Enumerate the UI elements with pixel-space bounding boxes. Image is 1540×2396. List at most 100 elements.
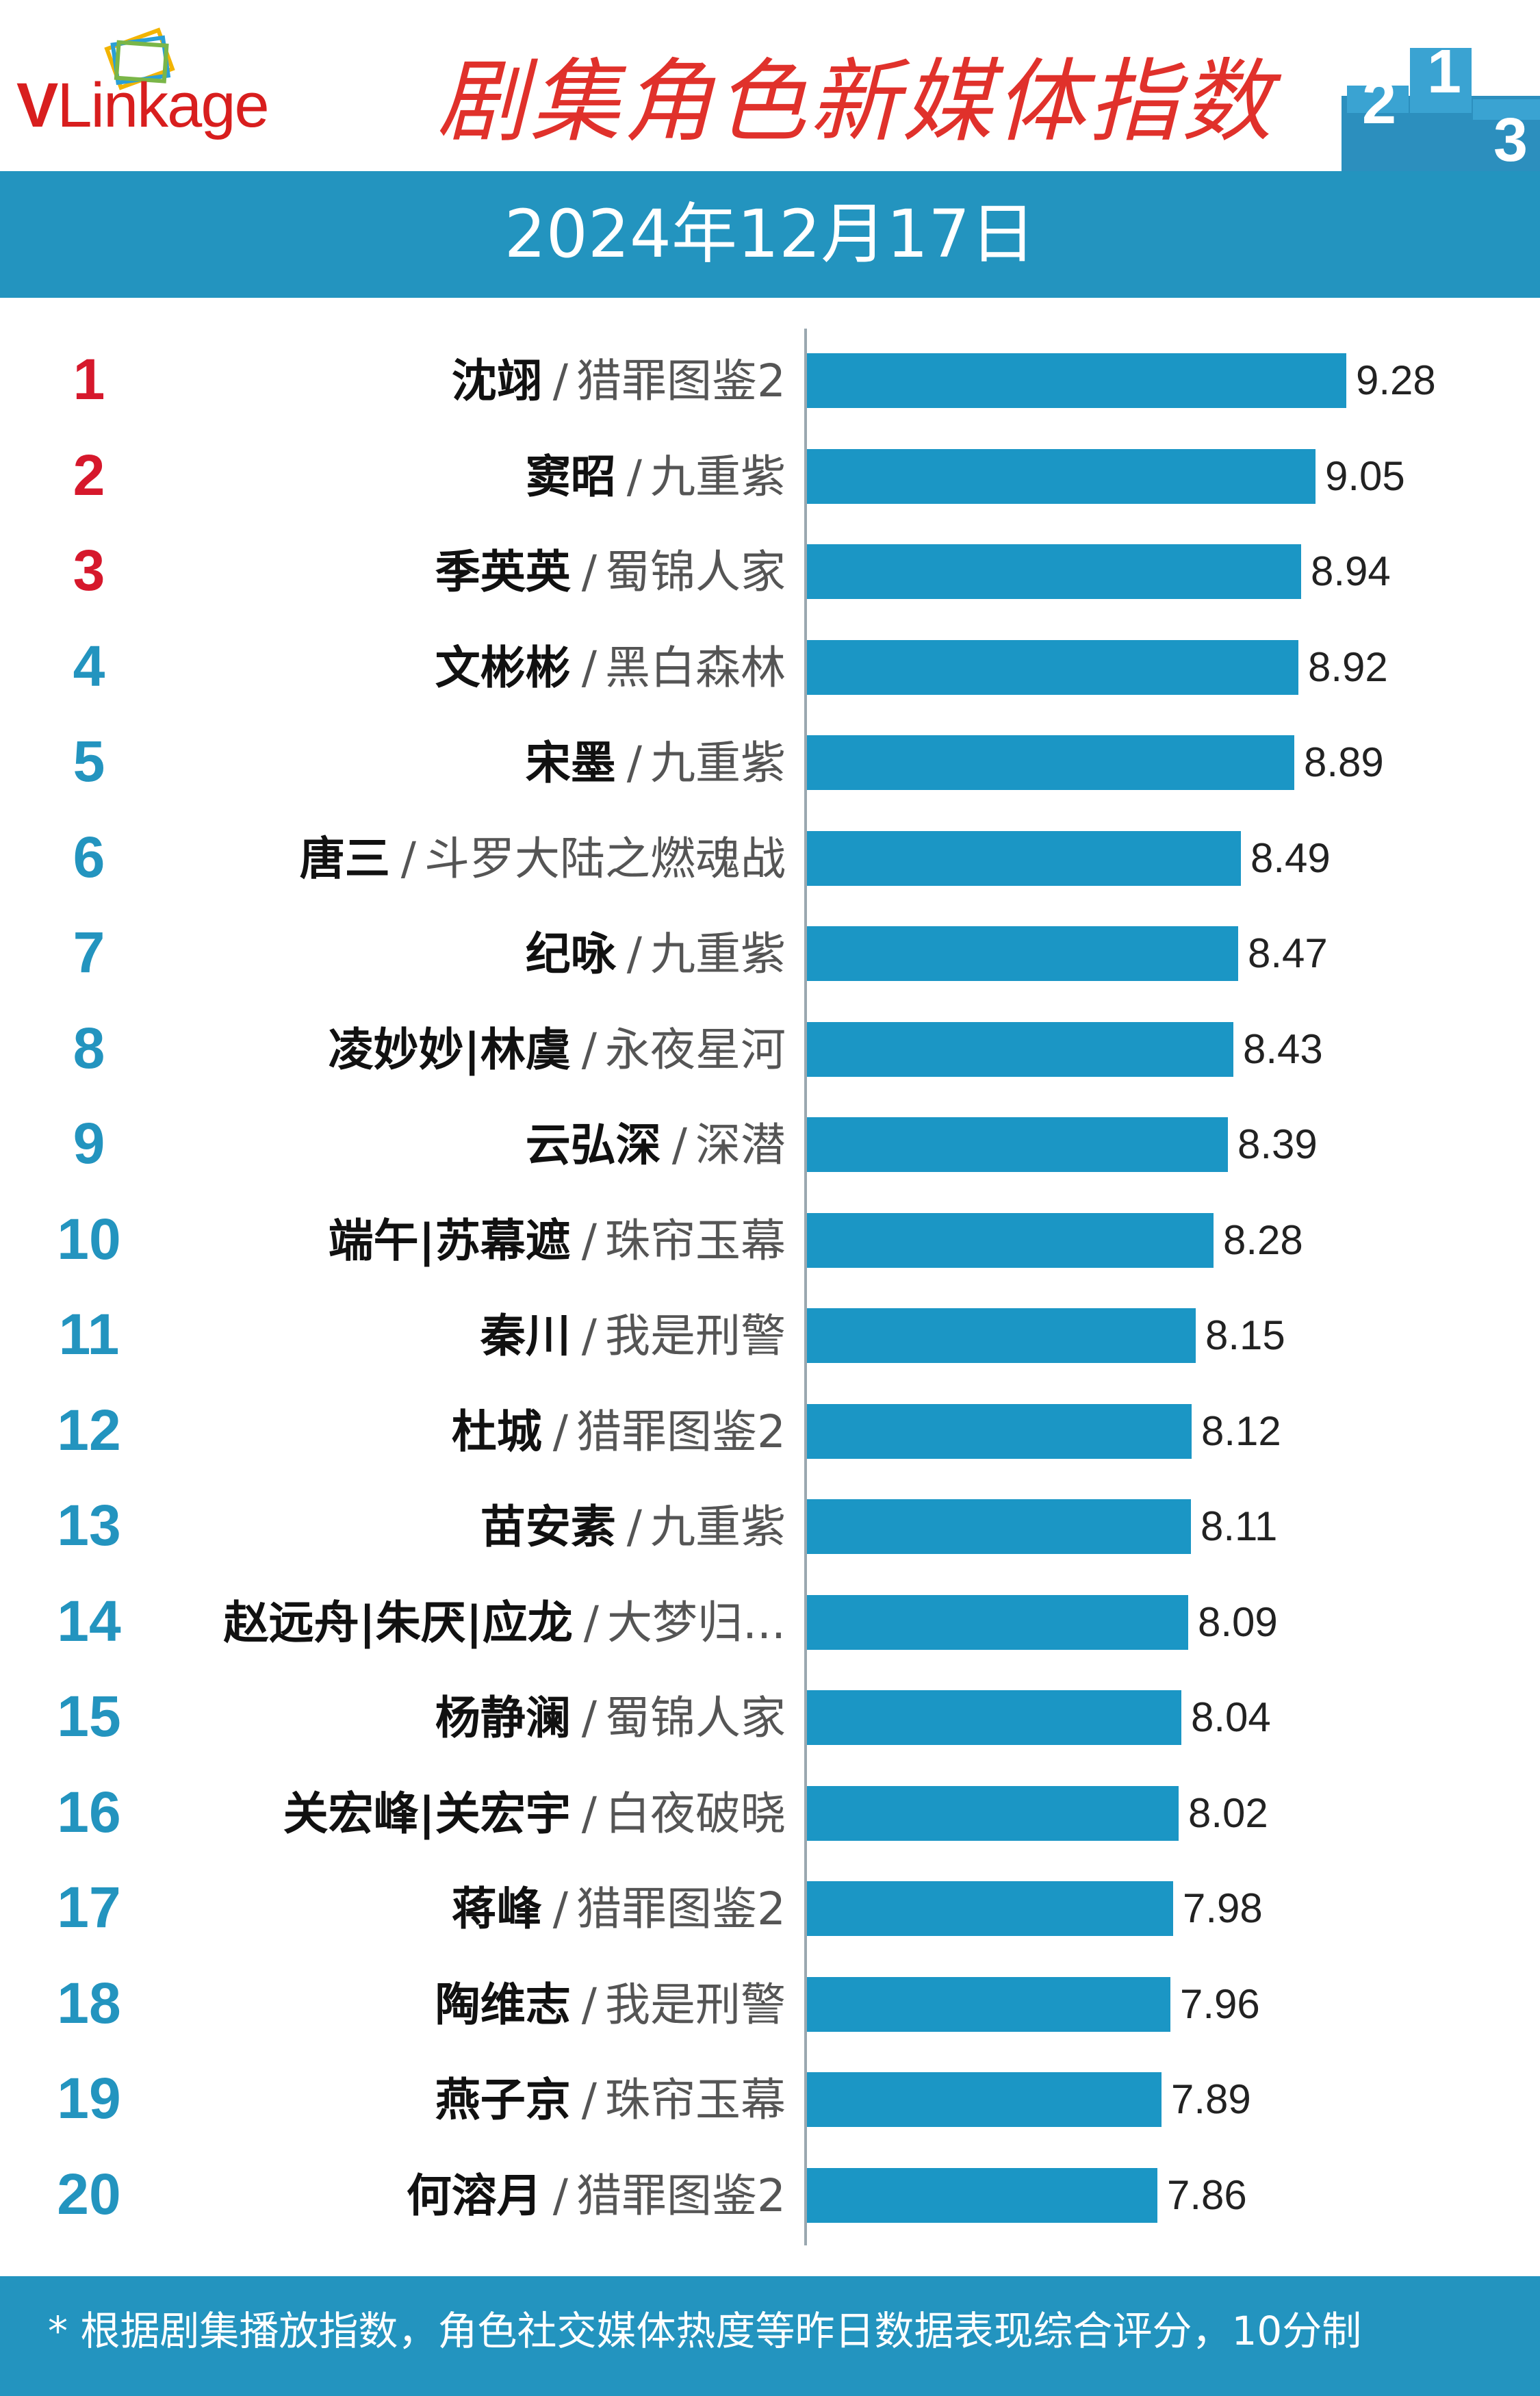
bar	[807, 1308, 1196, 1363]
label-separator: /	[581, 1787, 597, 1840]
label-separator: /	[581, 1023, 597, 1076]
chart-row: 5 宋墨 / 九重紫 8.89	[0, 716, 1540, 811]
bar-value-label: 8.02	[1188, 1789, 1268, 1836]
bar	[807, 353, 1346, 408]
bar-value-label: 8.09	[1198, 1598, 1278, 1645]
row-label: 唐三 / 斗罗大陆之燃魂战	[300, 828, 786, 890]
bar	[807, 926, 1238, 981]
bar	[807, 1212, 1214, 1268]
bar-value-label: 8.04	[1191, 1694, 1271, 1740]
rank-number: 12	[57, 1397, 121, 1462]
rank-number: 6	[73, 824, 105, 889]
bar-value-label: 8.94	[1311, 548, 1391, 594]
bar-value-label: 8.39	[1237, 1121, 1318, 1167]
rank-number: 3	[73, 538, 105, 602]
bar	[807, 544, 1301, 599]
character-name: 赵远舟|朱厌|应龙	[223, 1596, 573, 1649]
bar	[807, 2072, 1162, 2127]
bar	[807, 1403, 1192, 1459]
show-name: 猎罪图鉴2	[576, 355, 786, 407]
show-name: 深潜	[695, 1119, 786, 1171]
chart-row: 4 文彬彬 / 黑白森林 8.92	[0, 621, 1540, 716]
show-name: 永夜星河	[605, 1023, 786, 1076]
chart-row: 6 唐三 / 斗罗大陆之燃魂战 8.49	[0, 812, 1540, 907]
rank-number: 10	[57, 1206, 121, 1271]
logo-wordmark: VLinkage	[16, 71, 270, 140]
rank-number: 1	[73, 347, 105, 411]
label-separator: /	[626, 450, 642, 503]
chart-row: 20 何溶月 / 猎罪图鉴2 7.86	[0, 2149, 1540, 2244]
podium-3: 3	[1493, 106, 1528, 173]
label-separator: /	[552, 1883, 568, 1935]
logo-linkage: Linkage	[57, 71, 269, 140]
bar	[807, 1881, 1173, 1936]
row-label: 凌妙妙|林虞 / 永夜星河	[329, 1019, 786, 1081]
show-name: 斗罗大陆之燃魂战	[424, 832, 786, 885]
chart-row: 16 关宏峰|关宏宇 / 白夜破晓 8.02	[0, 1767, 1540, 1862]
row-label: 蒋峰 / 猎罪图鉴2	[452, 1878, 786, 1940]
label-separator: /	[581, 2074, 597, 2126]
label-separator: /	[581, 546, 597, 598]
date-band: 2024年12月17日	[0, 171, 1540, 298]
row-label: 赵远舟|朱厌|应龙 / 大梦归...	[224, 1592, 786, 1654]
show-name: 蜀锦人家	[605, 546, 786, 598]
bar	[807, 1499, 1191, 1554]
rank-number: 20	[57, 2161, 121, 2226]
rank-number: 4	[73, 633, 105, 698]
header: VLinkage 剧集角色新媒体指数 2 1 3	[0, 0, 1540, 173]
chart-row: 10 端午|苏幕遮 / 珠帘玉幕 8.28	[0, 1194, 1540, 1289]
chart-row: 19 燕子京 / 珠帘玉幕 7.89	[0, 2053, 1540, 2148]
rank-number: 18	[57, 1970, 121, 2035]
label-separator: /	[552, 1405, 568, 1458]
character-name: 燕子京	[435, 2074, 571, 2126]
bar-value-label: 8.49	[1250, 834, 1331, 881]
show-name: 大梦归...	[607, 1596, 786, 1649]
bar	[807, 1785, 1179, 1841]
chart-row: 1 沈翊 / 猎罪图鉴2 9.28	[0, 334, 1540, 429]
bar	[807, 1976, 1170, 2032]
show-name: 白夜破晓	[605, 1787, 786, 1840]
label-separator: /	[581, 641, 597, 694]
character-name: 纪咏	[525, 928, 616, 980]
row-label: 文彬彬 / 黑白森林	[435, 637, 786, 699]
character-name: 季英英	[435, 546, 571, 598]
row-label: 窦昭 / 九重紫	[526, 446, 786, 508]
logo-v: V	[16, 71, 58, 140]
rank-number: 2	[73, 442, 105, 507]
bar-value-label: 8.12	[1201, 1407, 1281, 1454]
row-label: 燕子京 / 珠帘玉幕	[435, 2069, 786, 2131]
character-name: 蒋峰	[451, 1883, 542, 1935]
chart-row: 14 赵远舟|朱厌|应龙 / 大梦归... 8.09	[0, 1576, 1540, 1671]
rank-number: 15	[57, 1684, 121, 1748]
show-name: 猎罪图鉴2	[576, 1883, 786, 1935]
bar-value-label: 9.28	[1356, 357, 1436, 403]
bar	[807, 1690, 1181, 1745]
character-name: 秦川	[480, 1310, 571, 1362]
row-label: 沈翊 / 猎罪图鉴2	[452, 351, 786, 412]
bar-value-label: 7.86	[1167, 2171, 1247, 2218]
rank-number: 16	[57, 1779, 121, 1844]
label-separator: /	[552, 2169, 568, 2222]
show-name: 九重紫	[650, 1501, 786, 1553]
chart-row: 12 杜城 / 猎罪图鉴2 8.12	[0, 1385, 1540, 1480]
chart-row: 15 杨静澜 / 蜀锦人家 8.04	[0, 1671, 1540, 1766]
row-label: 云弘深 / 深潜	[526, 1114, 786, 1176]
label-separator: /	[626, 928, 642, 980]
bar-value-label: 8.28	[1223, 1216, 1303, 1263]
show-name: 珠帘玉幕	[605, 2074, 786, 2126]
label-separator: /	[581, 1310, 597, 1362]
bar-value-label: 8.47	[1248, 930, 1328, 976]
label-separator: /	[581, 1214, 597, 1267]
character-name: 沈翊	[451, 355, 542, 407]
row-label: 何溶月 / 猎罪图鉴2	[407, 2165, 786, 2227]
character-name: 唐三	[299, 832, 390, 885]
date-label: 2024年12月17日	[504, 196, 1036, 272]
show-name: 九重紫	[650, 737, 786, 789]
character-name: 陶维志	[435, 1978, 571, 2031]
chart-row: 8 凌妙妙|林虞 / 永夜星河 8.43	[0, 1003, 1540, 1098]
bar	[807, 1117, 1228, 1172]
bar	[807, 448, 1316, 504]
chart-row: 2 窦昭 / 九重紫 9.05	[0, 430, 1540, 525]
character-name: 窦昭	[525, 450, 616, 503]
character-name: 文彬彬	[435, 641, 571, 694]
